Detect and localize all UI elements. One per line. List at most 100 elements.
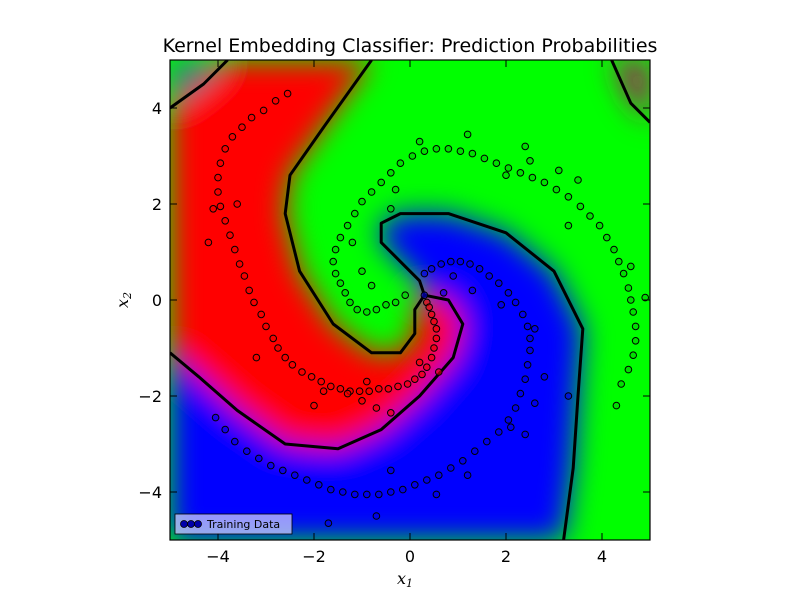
legend-marker [180, 520, 188, 528]
training-point [456, 147, 465, 155]
training-point [521, 142, 530, 151]
training-point [432, 334, 441, 343]
training-point [523, 361, 532, 369]
training-point [341, 289, 350, 297]
training-point [235, 260, 244, 268]
training-point [377, 178, 386, 187]
training-point [233, 200, 241, 208]
training-point [595, 221, 604, 230]
training-point [432, 325, 441, 333]
x-axis-label: x1 [397, 569, 413, 590]
region-blue [170, 213, 583, 540]
training-point [269, 334, 278, 343]
training-point [247, 113, 256, 122]
training-point [363, 308, 371, 316]
legend-marker [194, 520, 202, 528]
training-point [521, 430, 530, 439]
training-point [348, 238, 357, 247]
training-point [437, 260, 446, 268]
training-point [343, 389, 352, 398]
training-point [526, 334, 534, 343]
training-point [351, 209, 359, 218]
training-point [475, 265, 484, 273]
y-axis-label-base: x [113, 299, 132, 308]
training-point [528, 173, 537, 182]
training-point [603, 233, 611, 242]
training-point [358, 397, 366, 405]
chart-title: Kernel Embedding Classifier: Prediction … [163, 35, 658, 57]
decision-boundary-2 [379, 212, 585, 540]
plot-area: −4 −2 0 2 4 −4 −2 0 2 4 [138, 59, 651, 566]
probability-background [170, 60, 650, 540]
training-point [427, 310, 436, 319]
training-point [351, 490, 359, 499]
training-point [526, 346, 534, 355]
training-point [516, 169, 525, 177]
training-point [367, 281, 376, 290]
training-point [418, 370, 426, 379]
training-point [372, 512, 381, 520]
training-point [391, 185, 400, 194]
training-point [420, 291, 429, 300]
training-point [243, 447, 251, 456]
training-point [463, 471, 472, 480]
training-point [624, 365, 633, 374]
training-point [382, 301, 390, 309]
decision-boundary-3 [170, 60, 229, 110]
legend: Training Data [174, 513, 293, 535]
training-point [254, 454, 263, 463]
training-point [408, 152, 417, 160]
training-point [245, 286, 253, 295]
training-point [384, 385, 393, 393]
training-point [252, 353, 261, 362]
training-point [540, 178, 549, 187]
x-tick-label: 2 [501, 547, 511, 566]
training-point [372, 305, 381, 314]
y-tick-label: −2 [138, 387, 162, 406]
training-point [291, 471, 299, 480]
training-point [319, 387, 328, 396]
training-point [216, 159, 225, 167]
training-point [281, 353, 290, 362]
x-tick-label: −2 [302, 547, 326, 566]
training-point [365, 387, 374, 396]
training-point [279, 466, 287, 475]
training-point [209, 205, 217, 213]
training-point [394, 382, 402, 391]
training-point [495, 279, 503, 288]
training-point [564, 221, 573, 230]
training-point [401, 291, 410, 300]
training-point [228, 133, 237, 141]
training-point [315, 481, 323, 489]
training-point [353, 305, 362, 314]
training-point [516, 389, 525, 398]
training-point [216, 202, 225, 211]
training-point [430, 344, 438, 352]
training-point [531, 399, 539, 408]
training-point [358, 197, 366, 206]
training-point [471, 447, 479, 456]
training-point [336, 233, 345, 242]
training-point [336, 279, 345, 288]
training-point [447, 464, 455, 472]
training-point [221, 217, 229, 225]
training-point [336, 385, 345, 393]
y-tick-label: −4 [138, 483, 162, 502]
training-point [586, 212, 594, 220]
training-point [375, 385, 383, 393]
x-axis-label-base: x [397, 569, 406, 588]
training-point [331, 269, 340, 278]
training-point [495, 428, 503, 436]
training-point [456, 257, 465, 266]
svg-text:x1: x1 [397, 569, 413, 590]
training-point [629, 308, 638, 316]
training-point [240, 272, 249, 280]
training-point [420, 147, 429, 155]
training-point [564, 392, 573, 400]
training-point [411, 375, 419, 384]
training-point [257, 310, 266, 319]
training-point [444, 145, 453, 153]
training-point [449, 272, 458, 280]
training-point [504, 416, 513, 424]
